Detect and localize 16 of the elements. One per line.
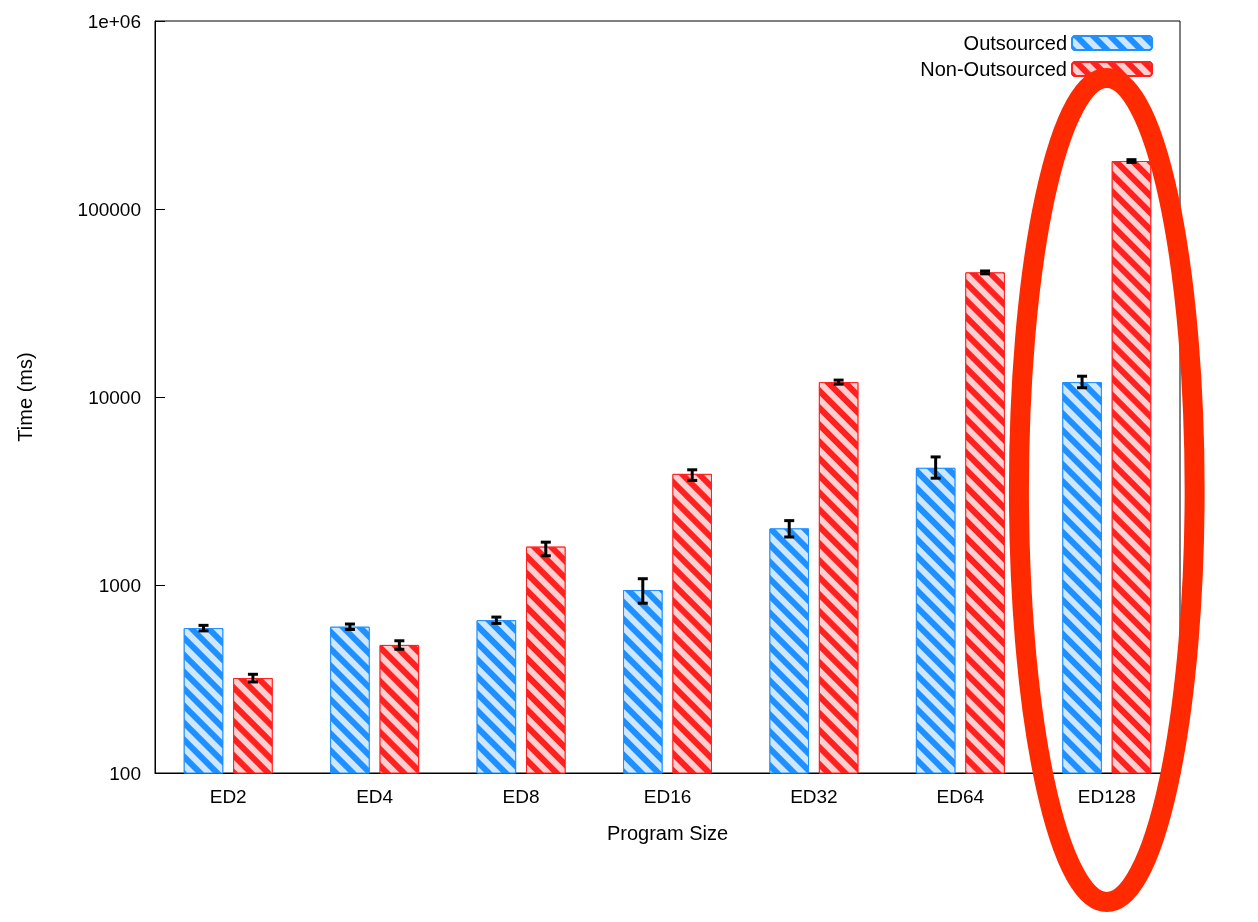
x-tick-label: ED32 (790, 786, 838, 807)
x-tick-label: ED2 (209, 786, 247, 807)
y-tick-label: 10000 (88, 386, 141, 408)
x-tick-label: ED8 (502, 786, 540, 807)
y-tick-label: 1e+06 (87, 10, 141, 32)
x-tick-label: ED16 (643, 786, 692, 807)
x-tick-label: ED128 (1077, 786, 1136, 807)
y-tick-label: 100 (109, 762, 141, 784)
y-tick-label: 100000 (77, 198, 141, 220)
x-tick-label: ED4 (356, 786, 394, 807)
y-tick-label: 1000 (98, 574, 141, 596)
x-tick-label: ED64 (936, 786, 985, 807)
y-axis-title: Time (ms) (14, 352, 36, 442)
legend-label: Non-Outsourced (920, 58, 1067, 80)
x-axis-title: Program Size (606, 822, 729, 844)
legend-label: Outsourced (963, 32, 1067, 54)
